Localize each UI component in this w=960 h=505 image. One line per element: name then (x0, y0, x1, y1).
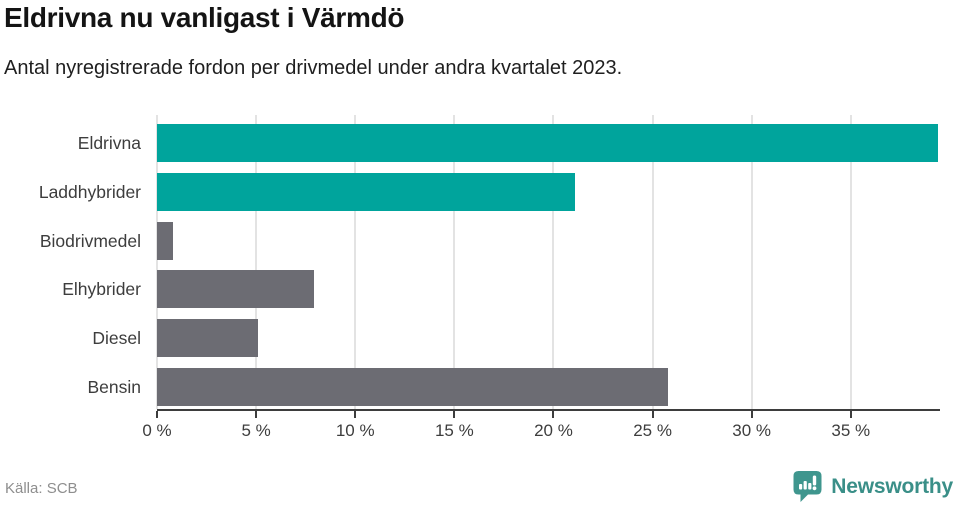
newsworthy-speech-bubble-chart-icon (793, 471, 822, 502)
gridline-0-percent (156, 115, 158, 409)
category-label-eldrivna: Eldrivna (77, 133, 141, 153)
bar-eldrivna (157, 124, 939, 162)
gridline-35-percent (849, 115, 852, 409)
gridline-25-percent (651, 115, 654, 409)
x-axis-tick-label-0: 0 % (142, 421, 172, 440)
chart-subtitle: Antal nyregistrerade fordon per drivmede… (4, 57, 623, 79)
x-axis-tick-label-30: 30 % (732, 421, 772, 440)
gridline-30-percent (750, 115, 753, 409)
bar-bensin (157, 368, 669, 406)
x-axis-tick-20 (552, 411, 555, 418)
x-axis-tick-10 (354, 411, 357, 418)
x-axis-tick-35 (849, 411, 852, 418)
bar-elhybrider (157, 270, 314, 309)
bar-laddhybrider (157, 172, 576, 211)
brand-wordmark: Newsworthy (831, 474, 953, 498)
x-axis-tick-label-25: 25 % (633, 421, 672, 440)
category-label-diesel: Diesel (92, 328, 141, 349)
category-label-elhybrider: Elhybrider (62, 279, 141, 300)
x-axis-tick-5 (255, 411, 258, 418)
category-label-bensin: Bensin (87, 377, 141, 397)
x-axis-tick-label-20: 20 % (534, 421, 573, 440)
gridline-20-percent (552, 115, 555, 409)
category-label-biodrivmedel: Biodrivmedel (39, 230, 141, 251)
gridline-5-percent (255, 115, 258, 409)
x-axis-tick-label-35: 35 % (831, 421, 871, 440)
gridline-10-percent (354, 115, 357, 409)
chart-title: Eldrivna nu vanligast i Värmdö (4, 2, 405, 33)
x-axis-tick-label-10: 10 % (335, 421, 375, 440)
x-axis-tick-25 (651, 411, 654, 418)
x-axis-tick-label-5: 5 % (241, 421, 271, 440)
bar-diesel (157, 319, 259, 358)
x-axis-line (157, 409, 940, 411)
x-axis-tick-30 (750, 411, 753, 418)
x-axis-tick-15 (453, 411, 456, 418)
newsworthy-logo: Newsworthy (792, 470, 953, 503)
x-axis-tick-0 (156, 411, 158, 418)
gridline-15-percent (453, 115, 456, 409)
source-attribution: Källa: SCB (5, 480, 78, 497)
category-label-laddhybrider: Laddhybrider (38, 181, 141, 202)
x-axis-tick-label-15: 15 % (434, 421, 474, 440)
bar-biodrivmedel (157, 221, 173, 260)
